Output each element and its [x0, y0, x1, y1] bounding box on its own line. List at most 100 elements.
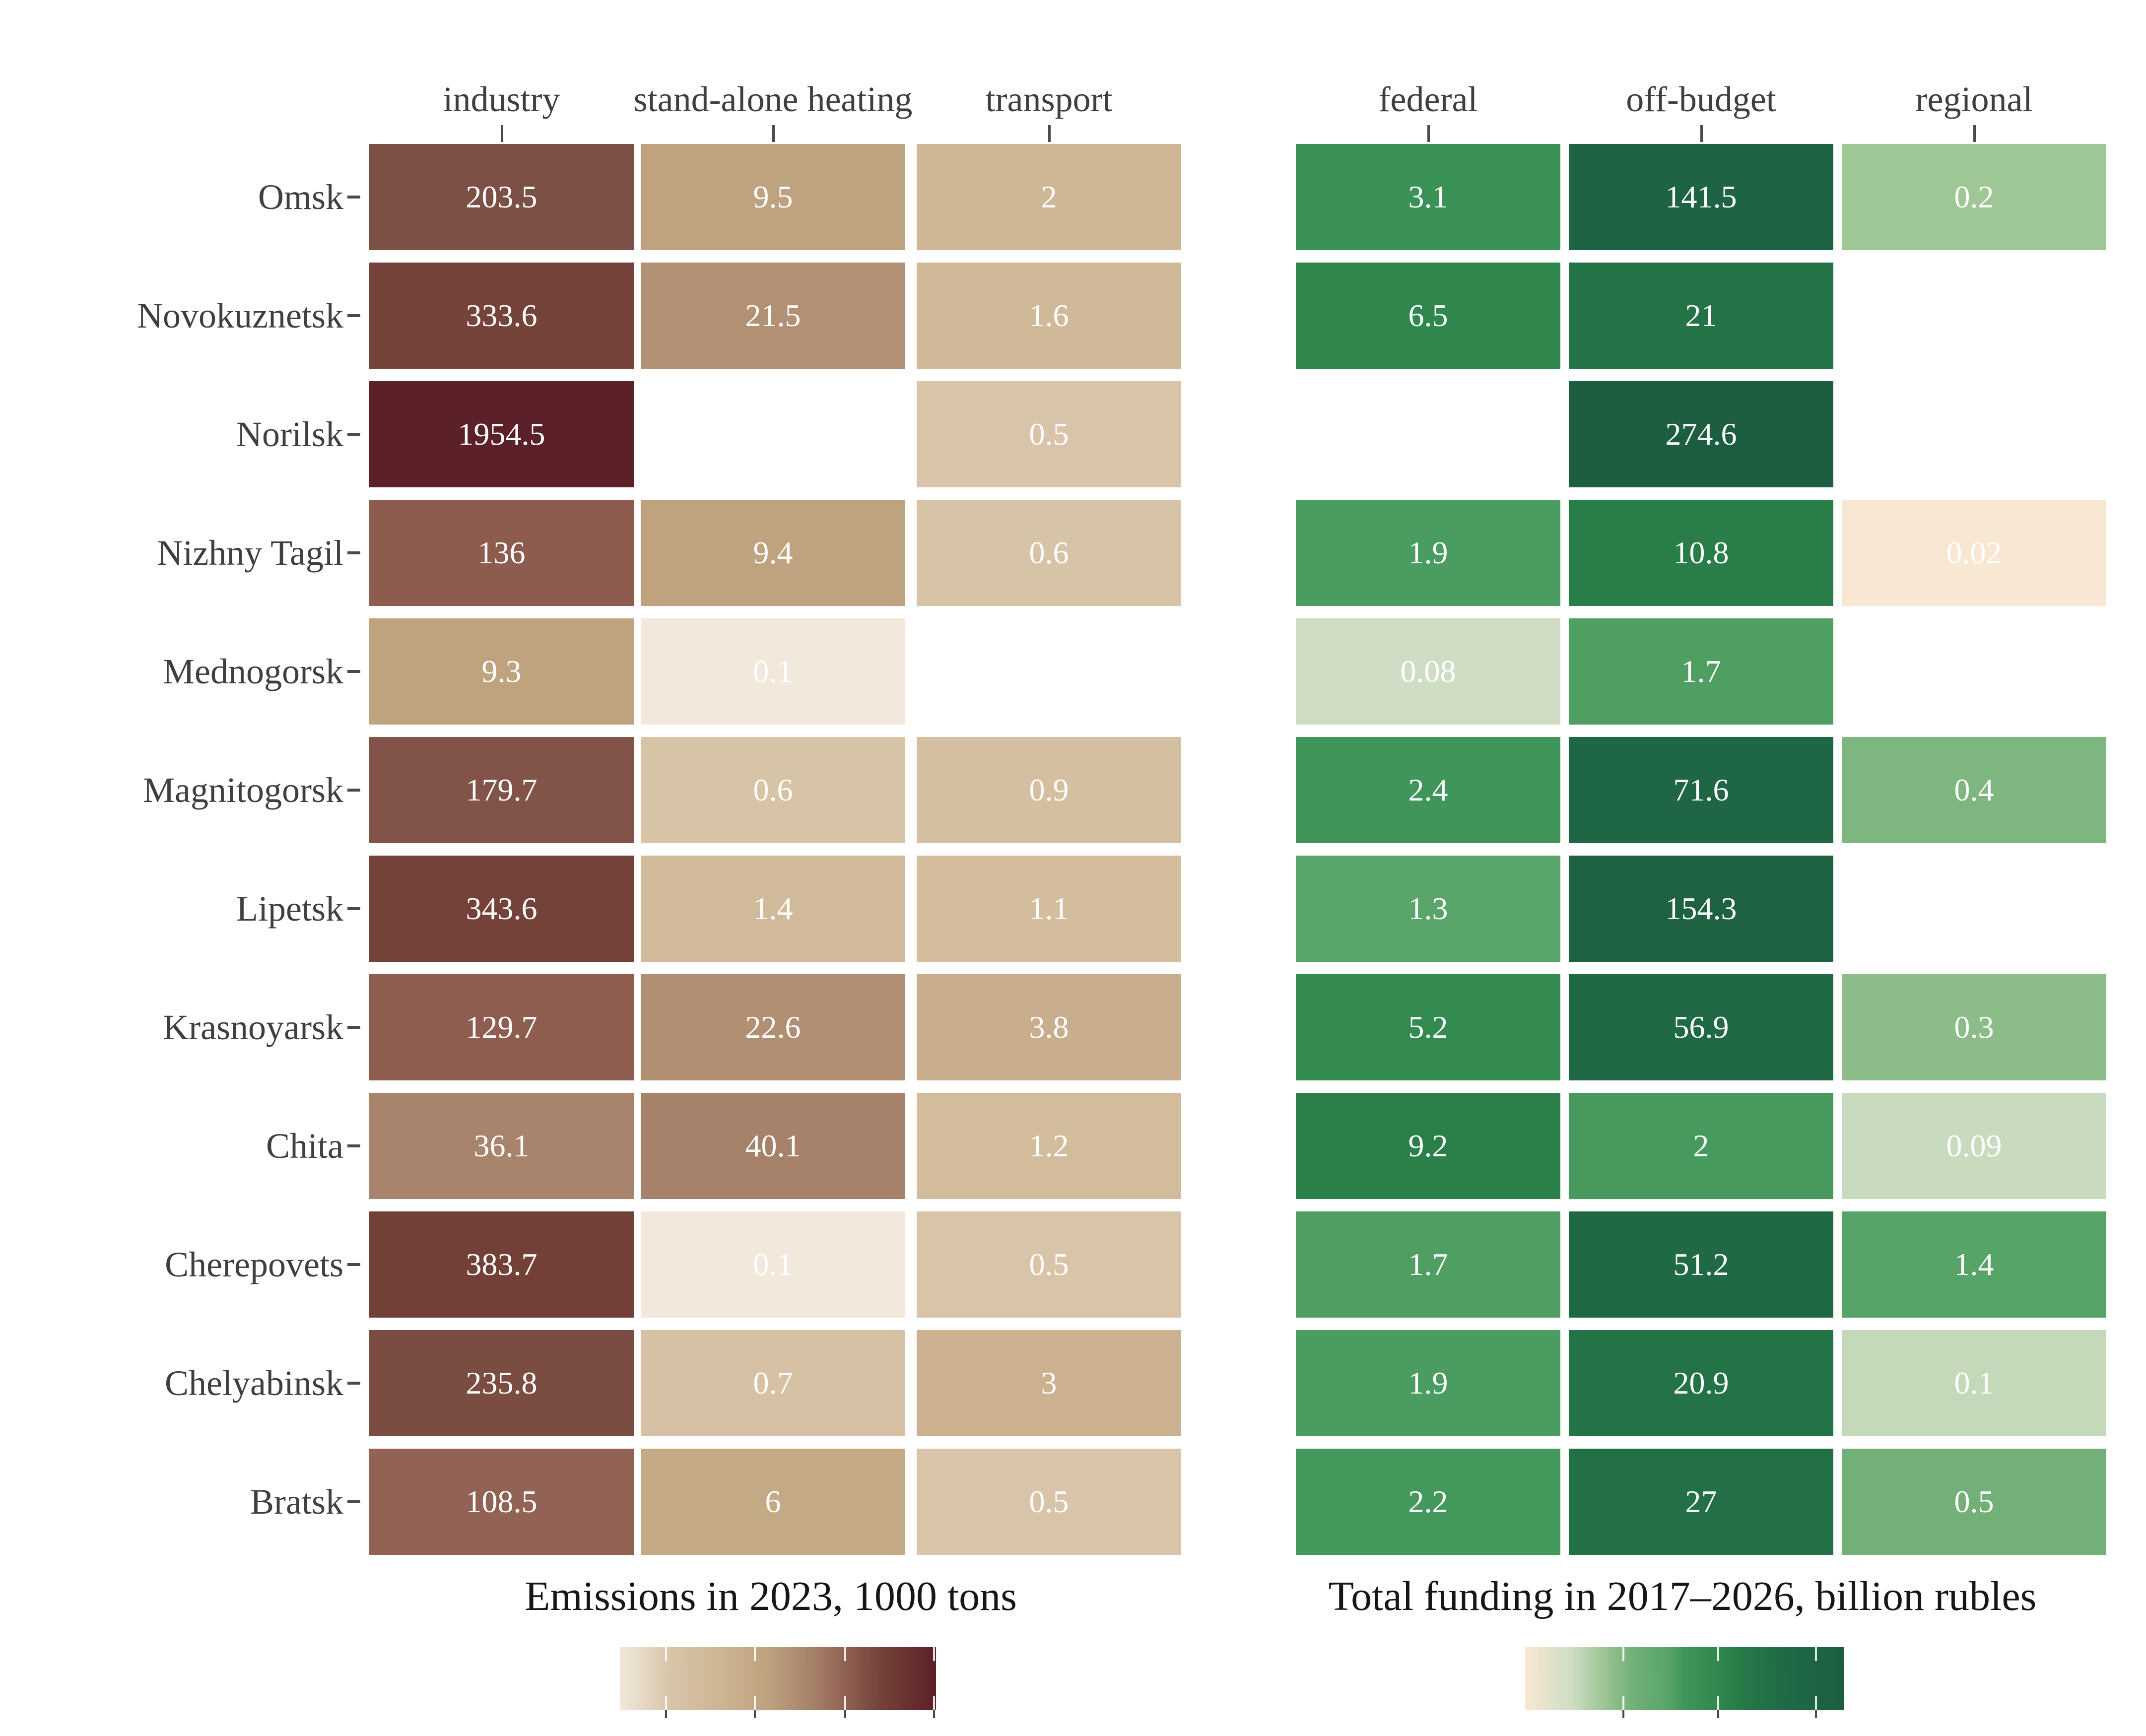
left-axis-tick: [347, 551, 360, 554]
heatmap-cell: 21: [1569, 263, 1833, 369]
colorbar-tick: [933, 1647, 935, 1661]
colorbar-tick: [753, 1696, 756, 1710]
heatmap-cell: 0.09: [1842, 1093, 2106, 1199]
colorbar-axis-tick: [1622, 1710, 1624, 1718]
heatmap-cell: 2.2: [1296, 1449, 1560, 1555]
col-header-off-budget: off-budget: [1626, 79, 1776, 119]
colorbar-tick: [1815, 1647, 1817, 1661]
left-axis-tick: [347, 1144, 360, 1147]
heatmap-cell: 0.08: [1296, 618, 1560, 725]
colorbar-axis-tick: [1717, 1710, 1720, 1718]
heatmap-cell: 20.9: [1569, 1330, 1833, 1436]
heatmap-cell: 0.02: [1842, 500, 2106, 606]
colorbar-axis-tick: [665, 1710, 667, 1718]
heatmap-cell: 383.7: [369, 1211, 634, 1318]
heatmap-cell: 129.7: [369, 974, 634, 1080]
heatmap-cell: 0.5: [917, 1211, 1181, 1318]
top-axis-tick: [1700, 125, 1703, 142]
heatmap-cell: 40.1: [641, 1093, 905, 1199]
left-axis-tick: [347, 1382, 360, 1385]
heatmap-cell: 0.9: [917, 737, 1181, 843]
heatmap-cell: 2: [1569, 1093, 1833, 1199]
heatmap-cell: 0.1: [641, 1211, 905, 1318]
funding-colorbar: [1525, 1647, 1844, 1718]
heatmap-cell: 9.4: [641, 500, 905, 606]
heatmap-cell: 0.1: [1842, 1330, 2106, 1436]
colorbar-tick: [1717, 1647, 1720, 1661]
heatmap-cell: 0.7: [641, 1330, 905, 1436]
colorbar-axis-tick: [1815, 1710, 1817, 1718]
colorbar-tick: [665, 1696, 667, 1710]
row-label-chelyabinsk: Chelyabinsk: [165, 1363, 343, 1403]
heatmap-cell: 71.6: [1569, 737, 1833, 843]
col-header-transport: transport: [985, 79, 1113, 119]
heatmap-cell: 0.5: [917, 1449, 1181, 1555]
row-label-krasnoyarsk: Krasnoyarsk: [163, 1007, 343, 1047]
row-label-lipetsk: Lipetsk: [236, 889, 343, 929]
heatmap-cell: 0.5: [917, 381, 1181, 487]
col-header-federal: federal: [1378, 79, 1478, 119]
heatmap-cell: 0.1: [641, 618, 905, 725]
heatmap-cell: 136: [369, 500, 634, 606]
col-header-stand-alone-heating: stand-alone heating: [633, 79, 913, 119]
colorbar-tick: [1815, 1696, 1817, 1710]
heatmap-cell: 9.5: [641, 144, 905, 250]
colorbar-axis-tick: [844, 1710, 846, 1718]
top-axis-tick: [1973, 125, 1976, 142]
left-axis-tick: [347, 789, 360, 792]
heatmap-cell: 6.5: [1296, 263, 1560, 369]
heatmap-cell: 235.8: [369, 1330, 634, 1436]
heatmap-cell: 1.3: [1296, 856, 1560, 962]
colorbar-tick: [1717, 1696, 1720, 1710]
heatmap-cell: 9.2: [1296, 1093, 1560, 1199]
heatmap-cell: 141.5: [1569, 144, 1833, 250]
heatmap-cell: 27: [1569, 1449, 1833, 1555]
heatmap-cell: 1.4: [641, 856, 905, 962]
heatmap-cell: 21.5: [641, 263, 905, 369]
col-header-industry: industry: [443, 79, 560, 119]
heatmap-cell: 22.6: [641, 974, 905, 1080]
colorbar-tick: [665, 1647, 667, 1661]
colorbar-axis-tick: [753, 1710, 756, 1718]
heatmap-cell: 0.6: [917, 500, 1181, 606]
colorbar-tick: [753, 1647, 756, 1661]
heatmap-cell: 6: [641, 1449, 905, 1555]
heatmap-cell: 1.2: [917, 1093, 1181, 1199]
heatmap-cell: 0.3: [1842, 974, 2106, 1080]
heatmap-cell: 36.1: [369, 1093, 634, 1199]
colorbar-tick: [1622, 1696, 1624, 1710]
colorbar-tick: [844, 1696, 846, 1710]
colorbar-tick: [1622, 1647, 1624, 1661]
heatmap-cell: 2: [917, 144, 1181, 250]
row-label-omsk: Omsk: [258, 177, 343, 217]
heatmap-cell: 2.4: [1296, 737, 1560, 843]
left-axis-tick: [347, 196, 360, 199]
heatmap-cell: 1.1: [917, 856, 1181, 962]
heatmap-cell: 0.4: [1842, 737, 2106, 843]
row-label-norilsk: Norilsk: [236, 414, 343, 454]
heatmap-cell: 3.8: [917, 974, 1181, 1080]
heatmap-cell: 343.6: [369, 856, 634, 962]
left-axis-tick: [347, 1263, 360, 1266]
top-axis-tick: [1048, 125, 1051, 142]
heatmap-cell: 0.2: [1842, 144, 2106, 250]
left-axis-tick: [347, 433, 360, 436]
row-label-bratsk: Bratsk: [250, 1482, 343, 1522]
heatmap-cell: 56.9: [1569, 974, 1833, 1080]
heatmap-cell: 1954.5: [369, 381, 634, 487]
heatmap-cell: 5.2: [1296, 974, 1560, 1080]
heatmap-cell: 0.5: [1842, 1449, 2106, 1555]
heatmap-cell: 1.4: [1842, 1211, 2106, 1318]
heatmap-cell: 274.6: [1569, 381, 1833, 487]
heatmap-cell: 0.6: [641, 737, 905, 843]
heatmap-cell: 203.5: [369, 144, 634, 250]
heatmap-cell: 1.7: [1296, 1211, 1560, 1318]
heatmap-cell: 3: [917, 1330, 1181, 1436]
row-label-chita: Chita: [266, 1126, 343, 1166]
heatmap-cell: 1.9: [1296, 1330, 1560, 1436]
left-axis-tick: [347, 1026, 360, 1029]
row-label-cherepovets: Cherepovets: [165, 1245, 343, 1284]
emissions-colorbar: [620, 1647, 936, 1718]
left-axis-tick: [347, 670, 360, 673]
top-axis-tick: [772, 125, 775, 142]
